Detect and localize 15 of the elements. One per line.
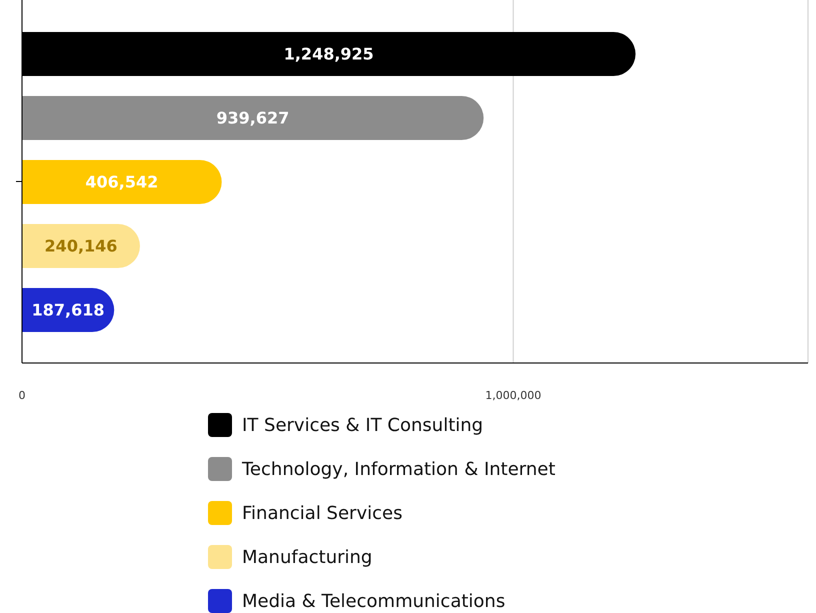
data-label: 1,248,925 xyxy=(284,44,374,64)
legend-label: Technology, Information & Internet xyxy=(242,458,556,480)
x-tick-label: 0 xyxy=(18,388,26,402)
data-label: 939,627 xyxy=(216,108,290,128)
bar xyxy=(22,96,484,140)
legend-label: Financial Services xyxy=(242,502,402,524)
data-label: 187,618 xyxy=(32,300,105,320)
bar xyxy=(22,224,140,268)
x-tick-label: 1,000,000 xyxy=(485,388,542,402)
data-label: 406,542 xyxy=(85,172,158,192)
legend-label: Manufacturing xyxy=(242,546,372,568)
legend-label: IT Services & IT Consulting xyxy=(242,414,484,436)
bar xyxy=(22,160,222,204)
data-label: 240,146 xyxy=(44,236,118,256)
legend-label: Media & Telecommunications xyxy=(242,590,506,612)
